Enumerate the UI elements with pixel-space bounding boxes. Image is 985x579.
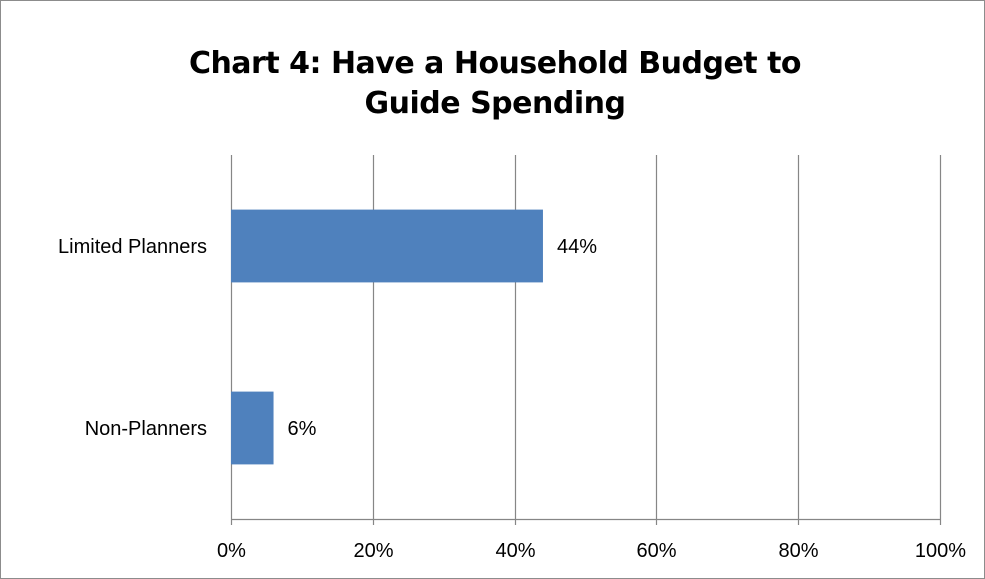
x-tick-label: 100% <box>915 540 966 562</box>
data-label: 6% <box>288 418 317 440</box>
x-tick-label: 80% <box>778 540 818 562</box>
x-tick-label: 20% <box>353 540 393 562</box>
bars <box>231 209 543 465</box>
category-label: Non-Planners <box>85 418 207 440</box>
chart-title: Chart 4: Have a Household Budget to Guid… <box>150 44 840 124</box>
x-tick-label: 40% <box>495 540 535 562</box>
bar-non-planners <box>231 391 274 465</box>
chart-title-line-2: Guide Spending <box>364 86 626 121</box>
chart-title-line-1: Chart 4: Have a Household Budget to <box>188 46 802 81</box>
data-label: 44% <box>557 236 597 258</box>
labels: 0% 20% 40% 60% 80% 100% Limited Planners 44% Non… <box>58 236 966 562</box>
x-tick-label: 60% <box>636 540 676 562</box>
x-tick-label: 0% <box>217 540 246 562</box>
category-label: Limited Planners <box>58 236 207 258</box>
bar-limited-planners <box>231 209 543 283</box>
